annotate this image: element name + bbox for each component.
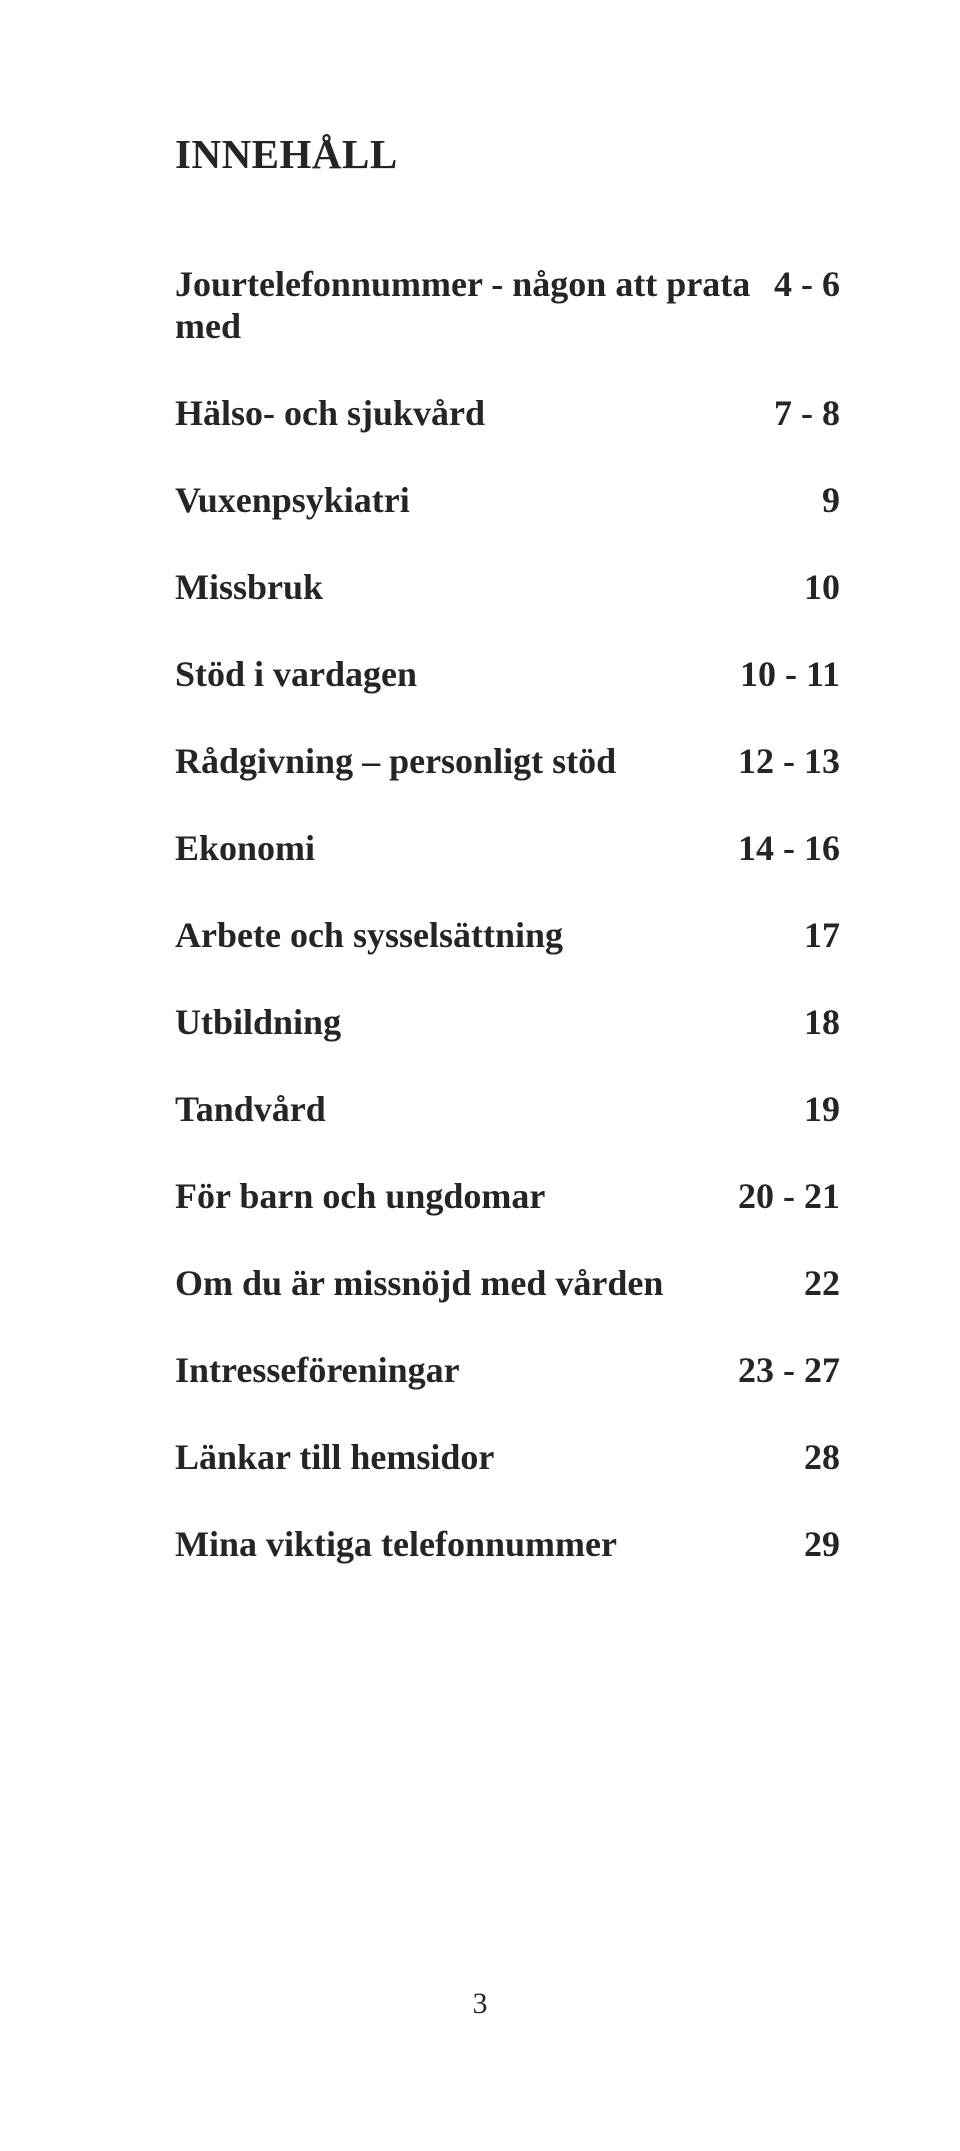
toc-label: För barn och ungdomar — [175, 1175, 718, 1217]
toc-row: Mina viktiga telefonnummer 29 — [175, 1523, 840, 1565]
toc-label: Länkar till hemsidor — [175, 1436, 784, 1478]
toc-row: Tandvård 19 — [175, 1088, 840, 1130]
toc-label: Ekonomi — [175, 827, 718, 869]
toc-page: 23 - 27 — [718, 1349, 840, 1391]
toc-row: Missbruk 10 — [175, 566, 840, 608]
toc-page: 12 - 13 — [718, 740, 840, 782]
toc-page: 14 - 16 — [718, 827, 840, 869]
toc-page: 22 — [784, 1262, 840, 1304]
toc-label: Jourtelefonnummer - någon att prata med — [175, 263, 754, 347]
toc-label: Arbete och sysselsättning — [175, 914, 784, 956]
toc-row: Intresseföreningar 23 - 27 — [175, 1349, 840, 1391]
toc-row: Länkar till hemsidor 28 — [175, 1436, 840, 1478]
toc-label: Vuxenpsykiatri — [175, 479, 802, 521]
toc-row: Utbildning 18 — [175, 1001, 840, 1043]
toc-row: Ekonomi 14 - 16 — [175, 827, 840, 869]
toc-page: 4 - 6 — [754, 263, 840, 305]
toc-label: Hälso- och sjukvård — [175, 392, 754, 434]
toc-label: Intresseföreningar — [175, 1349, 718, 1391]
toc-label: Stöd i vardagen — [175, 653, 720, 695]
toc-row: Arbete och sysselsättning 17 — [175, 914, 840, 956]
toc-label: Mina viktiga telefonnummer — [175, 1523, 784, 1565]
toc-row: Stöd i vardagen 10 - 11 — [175, 653, 840, 695]
toc-label: Om du är missnöjd med vården — [175, 1262, 784, 1304]
toc-label: Rådgivning – personligt stöd — [175, 740, 718, 782]
page-number: 3 — [0, 1987, 960, 2021]
toc-row: Hälso- och sjukvård 7 - 8 — [175, 392, 840, 434]
toc-page: 29 — [784, 1523, 840, 1565]
toc-row: Rådgivning – personligt stöd 12 - 13 — [175, 740, 840, 782]
toc-page: 17 — [784, 914, 840, 956]
toc-row: Om du är missnöjd med vården 22 — [175, 1262, 840, 1304]
toc-label: Tandvård — [175, 1088, 784, 1130]
toc-page: 10 - 11 — [720, 653, 840, 695]
toc-row: Jourtelefonnummer - någon att prata med … — [175, 263, 840, 347]
page-title: INNEHÅLL — [175, 130, 840, 178]
toc-page: 28 — [784, 1436, 840, 1478]
table-of-contents: Jourtelefonnummer - någon att prata med … — [175, 263, 840, 1565]
toc-page: 18 — [784, 1001, 840, 1043]
toc-page: 19 — [784, 1088, 840, 1130]
toc-page: 9 — [802, 479, 840, 521]
document-page: INNEHÅLL Jourtelefonnummer - någon att p… — [0, 0, 960, 2151]
toc-row: Vuxenpsykiatri 9 — [175, 479, 840, 521]
toc-page: 10 — [784, 566, 840, 608]
toc-page: 7 - 8 — [754, 392, 840, 434]
toc-page: 20 - 21 — [718, 1175, 840, 1217]
toc-row: För barn och ungdomar 20 - 21 — [175, 1175, 840, 1217]
toc-label: Utbildning — [175, 1001, 784, 1043]
toc-label: Missbruk — [175, 566, 784, 608]
